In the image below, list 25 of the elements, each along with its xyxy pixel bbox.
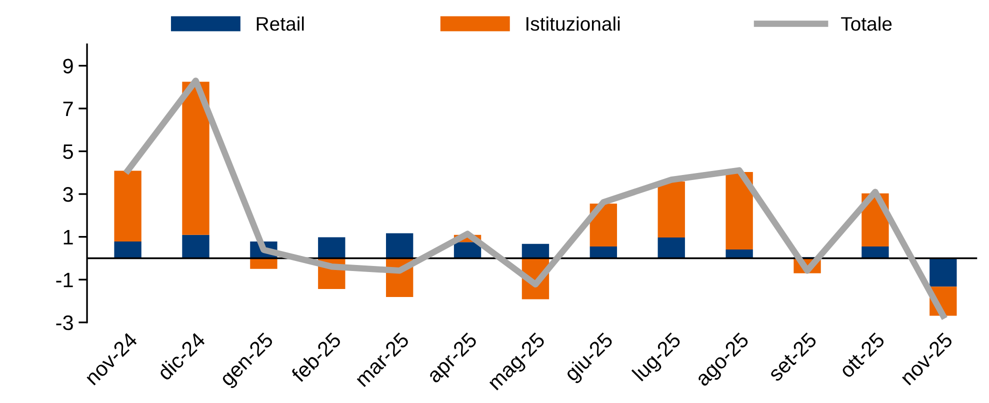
y-tick-label: -1 bbox=[56, 272, 73, 288]
bar bbox=[522, 244, 550, 258]
bar bbox=[182, 234, 210, 258]
bar bbox=[114, 170, 142, 242]
y-tick-label: 5 bbox=[63, 144, 73, 160]
bar bbox=[930, 258, 957, 287]
y-tick-label: 7 bbox=[63, 102, 73, 116]
bar bbox=[726, 249, 753, 258]
legend-label: Totale bbox=[841, 16, 892, 31]
bar bbox=[726, 172, 753, 250]
bar bbox=[250, 258, 278, 269]
y-tick-label: 9 bbox=[63, 58, 73, 74]
bar bbox=[386, 233, 414, 258]
bar bbox=[658, 181, 685, 238]
legend-label: Istituzionali bbox=[526, 16, 620, 31]
bar bbox=[590, 246, 618, 258]
y-tick-label: -3 bbox=[56, 315, 73, 330]
bar bbox=[658, 237, 685, 258]
y-tick-label: 1 bbox=[64, 230, 73, 244]
bar bbox=[318, 237, 346, 258]
bar bbox=[182, 82, 210, 235]
y-tick-label: 3 bbox=[63, 187, 73, 202]
bar bbox=[114, 242, 142, 258]
legend-label: Retail bbox=[256, 16, 304, 31]
bar bbox=[862, 246, 889, 258]
